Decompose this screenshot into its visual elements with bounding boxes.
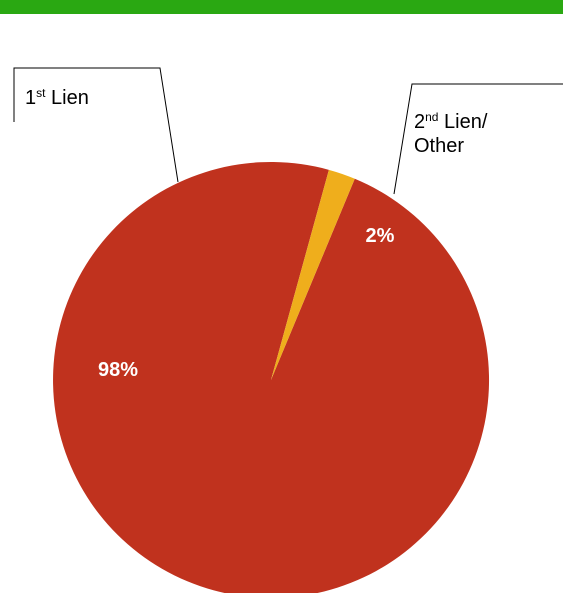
percent-labels: 98% 2% xyxy=(98,225,395,381)
label-second-tail: Lien/ xyxy=(438,111,488,133)
label-first-sup: st xyxy=(36,86,46,100)
label-first-base: 1 xyxy=(25,87,37,109)
leader-line-second-lien xyxy=(393,83,563,195)
callout-leaders xyxy=(13,67,563,195)
slice-second-lien xyxy=(271,169,355,380)
pie-slices xyxy=(53,162,490,593)
callout-label-first-lien: 1st Lien xyxy=(25,86,89,110)
callout-label-second-lien: 2nd Lien/ Other xyxy=(414,110,487,158)
label-second-sup: nd xyxy=(425,110,439,124)
slice-first-lien xyxy=(53,162,490,593)
label-first-tail: Lien xyxy=(45,87,89,109)
label-second-base: 2 xyxy=(414,111,426,133)
data-label-first-lien: 98% xyxy=(98,359,138,381)
label-second-line2: Other xyxy=(414,135,465,157)
data-label-second-lien: 2% xyxy=(366,225,395,247)
header-bar xyxy=(0,0,563,14)
leader-line-first-lien xyxy=(13,67,179,183)
